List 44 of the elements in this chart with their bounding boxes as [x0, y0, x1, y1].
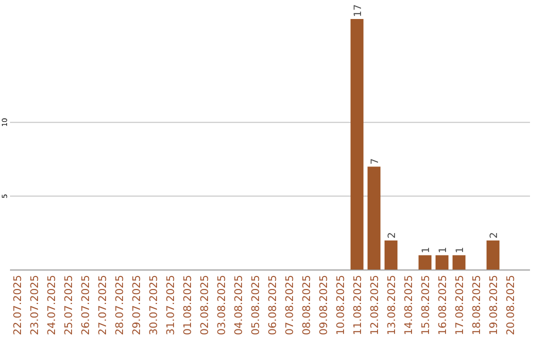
x-tick-label: 29.07.2025: [131, 275, 143, 336]
data-label: 1: [421, 246, 432, 254]
x-tick-label: 30.07.2025: [148, 275, 160, 336]
x-tick-label: 10.08.2025: [335, 275, 347, 336]
bar: [368, 166, 380, 270]
x-tick-label: 18.08.2025: [471, 275, 483, 336]
bar: [486, 240, 500, 270]
x-tick-label: 22.07.2025: [12, 275, 24, 336]
data-label: 2: [387, 232, 398, 238]
x-tick-label: 04.08.2025: [233, 275, 245, 336]
x-tick-label: 31.07.2025: [165, 275, 177, 336]
data-label: 7: [370, 158, 381, 165]
x-tick-label: 13.08.2025: [386, 275, 398, 336]
x-tick-label: 24.07.2025: [46, 275, 58, 336]
x-tick-label: 03.08.2025: [216, 275, 228, 336]
x-tick-label: 15.08.2025: [420, 275, 432, 336]
x-tick-label: 06.08.2025: [267, 275, 279, 336]
data-label: 1: [455, 246, 466, 254]
bar: [418, 255, 432, 270]
x-tick-label: 19.08.2025: [488, 275, 500, 336]
x-tick-label: 11.08.2025: [352, 275, 364, 336]
x-tick-label: 17.08.2025: [454, 275, 466, 336]
x-tick-label: 02.08.2025: [199, 275, 211, 336]
bar: [436, 255, 448, 270]
x-tick-label: 09.08.2025: [318, 275, 330, 336]
x-tick-label: 07.08.2025: [284, 275, 296, 336]
x-tick-label: 28.07.2025: [114, 275, 126, 336]
x-tick-label: 01.08.2025: [182, 275, 194, 336]
x-tick-label: 26.07.2025: [80, 275, 92, 336]
x-tick-label: 16.08.2025: [437, 275, 449, 336]
data-label: 2: [489, 232, 500, 238]
bar: [350, 19, 364, 270]
x-tick-label: 08.08.2025: [301, 275, 313, 336]
bar: [452, 255, 466, 270]
x-tick-label: 27.07.2025: [97, 275, 109, 336]
bar: [384, 240, 398, 270]
x-tick-label: 14.08.2025: [403, 275, 415, 336]
x-tick-label: 05.08.2025: [250, 275, 262, 336]
x-tick-label: 20.08.2025: [505, 275, 517, 336]
data-label: 17: [353, 4, 364, 17]
x-tick-label: 12.08.2025: [369, 275, 381, 336]
x-tick-label: 23.07.2025: [29, 275, 41, 336]
x-tick-label: 25.07.2025: [63, 275, 75, 336]
data-label: 1: [438, 246, 449, 254]
